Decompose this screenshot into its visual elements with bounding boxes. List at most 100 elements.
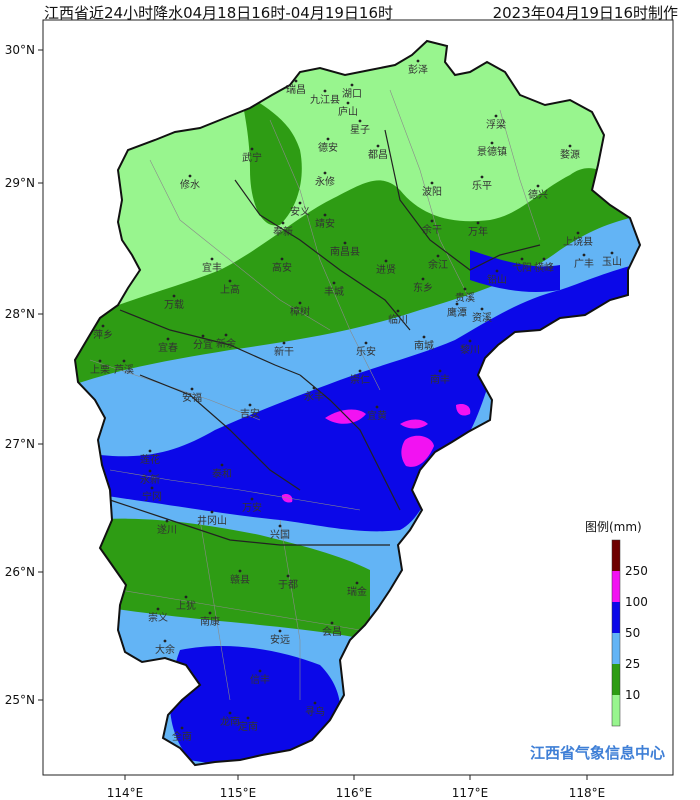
rain-band-100 — [100, 255, 640, 532]
county-marker — [323, 89, 327, 93]
rain-band-250 — [325, 409, 366, 424]
county-label: 广丰 — [574, 257, 594, 270]
county-label: 德兴 — [528, 188, 548, 201]
county-label: 黎川 — [460, 343, 480, 356]
legend-swatch — [612, 571, 620, 602]
county-label: 婺源 — [560, 148, 580, 161]
county-marker — [298, 301, 302, 305]
county-marker — [150, 486, 154, 490]
county-marker — [188, 174, 192, 178]
x-tick-label: 115°E — [220, 786, 257, 800]
county-marker — [280, 257, 284, 261]
rain-band-100-east — [470, 250, 560, 292]
county-marker — [98, 359, 102, 363]
y-tick-label: 30°N — [5, 43, 35, 57]
county-marker — [343, 241, 347, 245]
credit-text: 江西省气象信息中心 — [530, 744, 665, 762]
county-label: 新余 — [216, 337, 236, 350]
county-label: 永修 — [315, 175, 335, 188]
county-label: 南丰 — [430, 373, 450, 386]
y-tick-label: 26°N — [5, 565, 35, 579]
county-label: 进贤 — [376, 264, 396, 276]
county-marker — [248, 403, 252, 407]
county-label: 东乡 — [413, 281, 433, 294]
county-marker — [332, 281, 336, 285]
county-label: 全南 — [172, 730, 192, 743]
county-marker — [330, 621, 334, 625]
county-marker — [250, 147, 254, 151]
county-label: 于都 — [278, 579, 298, 591]
county-marker — [346, 101, 350, 105]
county-marker — [312, 386, 316, 390]
county-label: 宜春 — [158, 341, 178, 354]
legend-swatch — [612, 602, 620, 633]
county-label: 南昌县 — [330, 245, 360, 258]
x-tick-label: 114°E — [107, 786, 144, 800]
axis-ticks: 114°E 115°E 116°E 117°E 118°E 30°N 29°N 28°N 27°… — [5, 43, 606, 800]
legend-label: 25 — [625, 657, 640, 671]
legend-label: 100 — [625, 595, 648, 609]
county-marker — [210, 257, 214, 261]
county-label: 资溪 — [472, 312, 492, 324]
county-marker — [101, 324, 105, 328]
county-marker — [536, 184, 540, 188]
county-label: 玉山 — [602, 256, 622, 268]
county-marker — [326, 137, 330, 141]
county-marker — [375, 405, 379, 409]
county-label: 彭泽 — [408, 63, 428, 76]
y-tick-label: 28°N — [5, 307, 35, 321]
legend-swatch — [612, 695, 620, 726]
county-label: 庐山 — [338, 105, 358, 118]
rain-band-25-gannan — [90, 518, 370, 640]
x-tick-label: 116°E — [336, 786, 373, 800]
county-label: 兴国 — [270, 529, 290, 541]
county-label: 新干 — [274, 345, 294, 358]
county-label: 大余 — [155, 643, 175, 656]
county-marker — [421, 277, 425, 281]
county-label: 贵溪 — [455, 291, 475, 304]
prefecture-boundaries — [109, 129, 541, 546]
y-tick-label: 29°N — [5, 176, 35, 190]
county-marker — [576, 231, 580, 235]
county-label: 宁冈 — [142, 490, 162, 503]
county-marker — [286, 574, 290, 578]
county-marker — [313, 701, 317, 705]
county-label: 武宁 — [242, 151, 262, 164]
county-marker — [180, 726, 184, 730]
legend: 图例(mm) 10 25 50 100 250 — [585, 520, 648, 727]
county-boundaries — [89, 89, 541, 701]
county-label: 崇仁 — [350, 374, 370, 386]
county-marker — [396, 309, 400, 313]
county-marker — [422, 335, 426, 339]
map-title: 江西省近24小时降水04月18日16时-04月19日16时 — [44, 4, 394, 22]
county-marker — [384, 259, 388, 263]
county-label: 南城 — [414, 339, 434, 352]
county-marker — [495, 269, 499, 273]
legend-title: 图例(mm) — [585, 520, 642, 534]
county-marker — [364, 341, 368, 345]
county-label: 景德镇 — [477, 145, 507, 158]
county-label: 上犹 — [176, 600, 196, 612]
county-label: 修水 — [180, 178, 200, 191]
county-marker — [172, 294, 176, 298]
county-label: 靖安 — [315, 217, 335, 230]
county-marker — [281, 221, 285, 225]
county-label: 宜黄 — [367, 409, 387, 422]
county-marker — [323, 213, 327, 217]
county-label: 乐平 — [472, 180, 492, 192]
county-label: 万载 — [164, 299, 184, 311]
county-marker — [228, 279, 232, 283]
county-marker — [582, 253, 586, 257]
county-marker — [210, 510, 214, 514]
county-label: 上栗 — [90, 364, 110, 376]
county-label: 湖口 — [342, 88, 362, 100]
county-marker — [355, 581, 359, 585]
county-marker — [455, 302, 459, 306]
county-label: 德安 — [318, 141, 338, 154]
county-label: 余干 — [422, 223, 442, 236]
x-tick-label: 117°E — [452, 786, 489, 800]
county-label: 奉新 — [273, 225, 293, 238]
county-marker — [190, 387, 194, 391]
legend-label: 250 — [625, 564, 648, 578]
